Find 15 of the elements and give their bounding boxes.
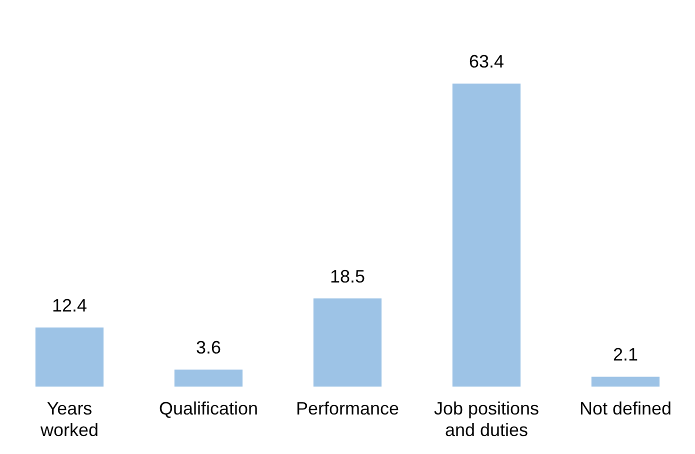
data-label: 2.1 [612,344,638,365]
bar [591,376,660,387]
bar [313,298,382,387]
data-label: 63.4 [468,52,504,72]
bar [452,84,521,387]
x-tick-label: Job positions and duties [434,398,540,440]
data-label: 18.5 [330,266,366,286]
bar [35,327,104,387]
data-label: 3.6 [196,338,222,358]
data-label: 12.4 [52,295,88,316]
bar [174,370,243,387]
x-tick-label: Not defined [579,398,672,419]
x-tick-label: Years worked [39,398,99,440]
x-tick-label: Performance [296,398,400,419]
x-tick-label: Qualification [158,398,258,419]
